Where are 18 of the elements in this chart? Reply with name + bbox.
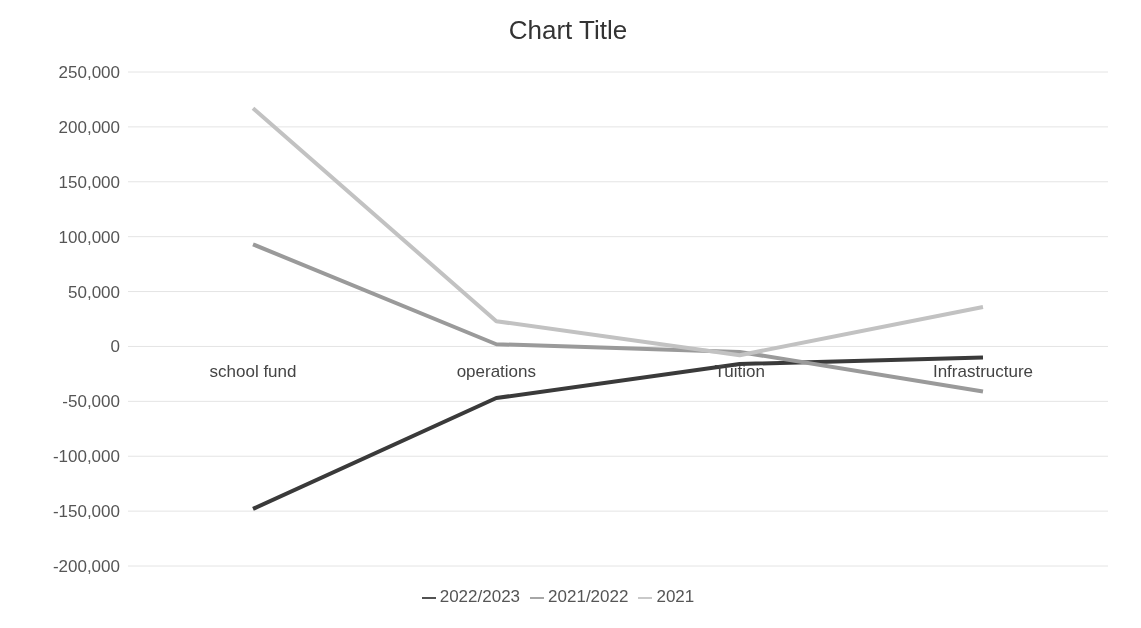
y-tick-label: -150,000 [52, 502, 120, 522]
x-tick-label: operations [456, 361, 537, 381]
x-tick-label: school fund [209, 361, 297, 381]
y-tick-label: 150,000 [58, 172, 120, 192]
y-tick-label: 100,000 [58, 227, 120, 247]
y-tick-label: 250,000 [58, 63, 120, 83]
legend-label: 2021 [656, 587, 695, 606]
y-tick-label: 0 [110, 337, 120, 357]
legend-label: 2021/2022 [548, 587, 629, 606]
y-tick-label: -50,000 [62, 392, 120, 412]
x-tick-label: Infrastructure [932, 361, 1034, 381]
y-tick-label: -100,000 [52, 447, 120, 467]
line-series [251, 106, 985, 358]
y-tick-label: 50,000 [68, 282, 120, 302]
legend-label: 2022/2023 [439, 587, 521, 606]
chart-title: Chart Title [507, 14, 629, 47]
y-tick-label: 200,000 [58, 117, 120, 137]
y-tick-label: -200,000 [52, 557, 120, 577]
